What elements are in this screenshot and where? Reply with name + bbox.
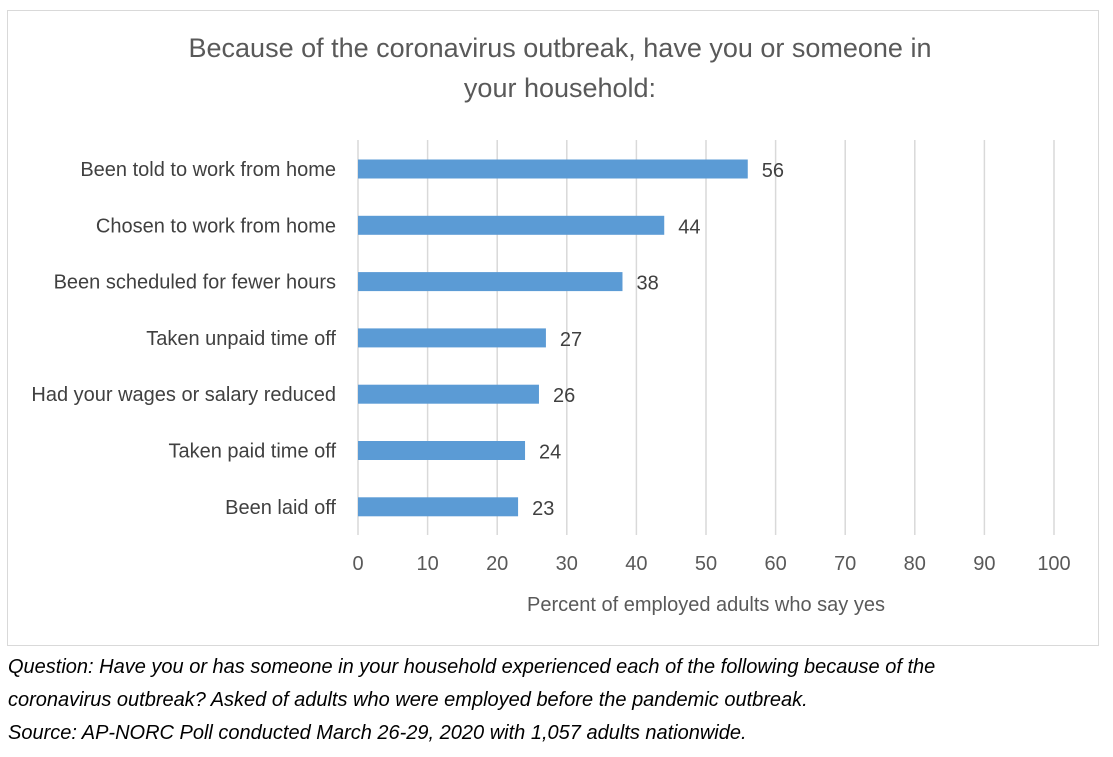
bar-6 [358,497,519,517]
chart-frame [7,10,1099,646]
bar-3 [358,328,546,348]
category-label-4: Had your wages or salary reduced [31,384,336,406]
category-label-0: Been told to work from home [80,159,336,181]
x-tick-label-30: 30 [556,553,578,575]
x-tick-label-0: 0 [352,553,363,575]
value-label-0: 56 [762,160,784,182]
x-tick-label-80: 80 [904,553,926,575]
bars [358,159,748,517]
bar-chart: 0 10 20 30 40 50 60 70 80 90 100 Been told to work … [31,140,1071,616]
labels: 0 10 20 30 40 50 60 70 80 90 100 Been told to work … [31,159,1070,575]
bar-5 [358,441,526,460]
x-tick-label-60: 60 [764,553,786,575]
bar-0 [358,159,748,179]
chart-notes: Question: Have you or has someone in you… [8,651,1108,750]
bar-2 [358,272,623,292]
chart-title: Because of the coronavirus outbreak, hav… [60,28,1060,108]
question-note-line-2: coronavirus outbreak? Asked of adults wh… [8,689,808,711]
category-label-2: Been scheduled for fewer hours [54,272,336,294]
value-label-3: 27 [560,329,582,351]
question-note-line-1: Question: Have you or has someone in you… [8,656,936,678]
value-label-6: 23 [532,498,554,520]
chart-title-line-1: Because of the coronavirus outbreak, hav… [188,33,932,63]
value-label-5: 24 [539,442,561,464]
value-label-1: 44 [678,216,700,238]
bar-1 [358,215,665,235]
x-tick-label-10: 10 [416,553,438,575]
x-tick-label-20: 20 [486,553,508,575]
bar-4 [358,384,539,404]
category-label-1: Chosen to work from home [96,215,336,237]
source-note: Source: AP-NORC Poll conducted March 26-… [8,722,747,744]
x-axis-title: Percent of employed adults who say yes [527,594,885,616]
x-tick-label-90: 90 [973,553,995,575]
x-tick-label-70: 70 [834,553,856,575]
category-label-3: Taken unpaid time off [146,328,336,350]
category-label-5: Taken paid time off [168,441,336,463]
value-label-2: 38 [636,273,658,295]
x-tick-label-50: 50 [695,553,717,575]
x-tick-label-100: 100 [1037,553,1070,575]
chart-title-line-2: your household: [463,73,657,103]
value-label-4: 26 [553,385,575,407]
x-tick-label-40: 40 [625,553,647,575]
category-label-6: Been laid off [225,497,336,519]
